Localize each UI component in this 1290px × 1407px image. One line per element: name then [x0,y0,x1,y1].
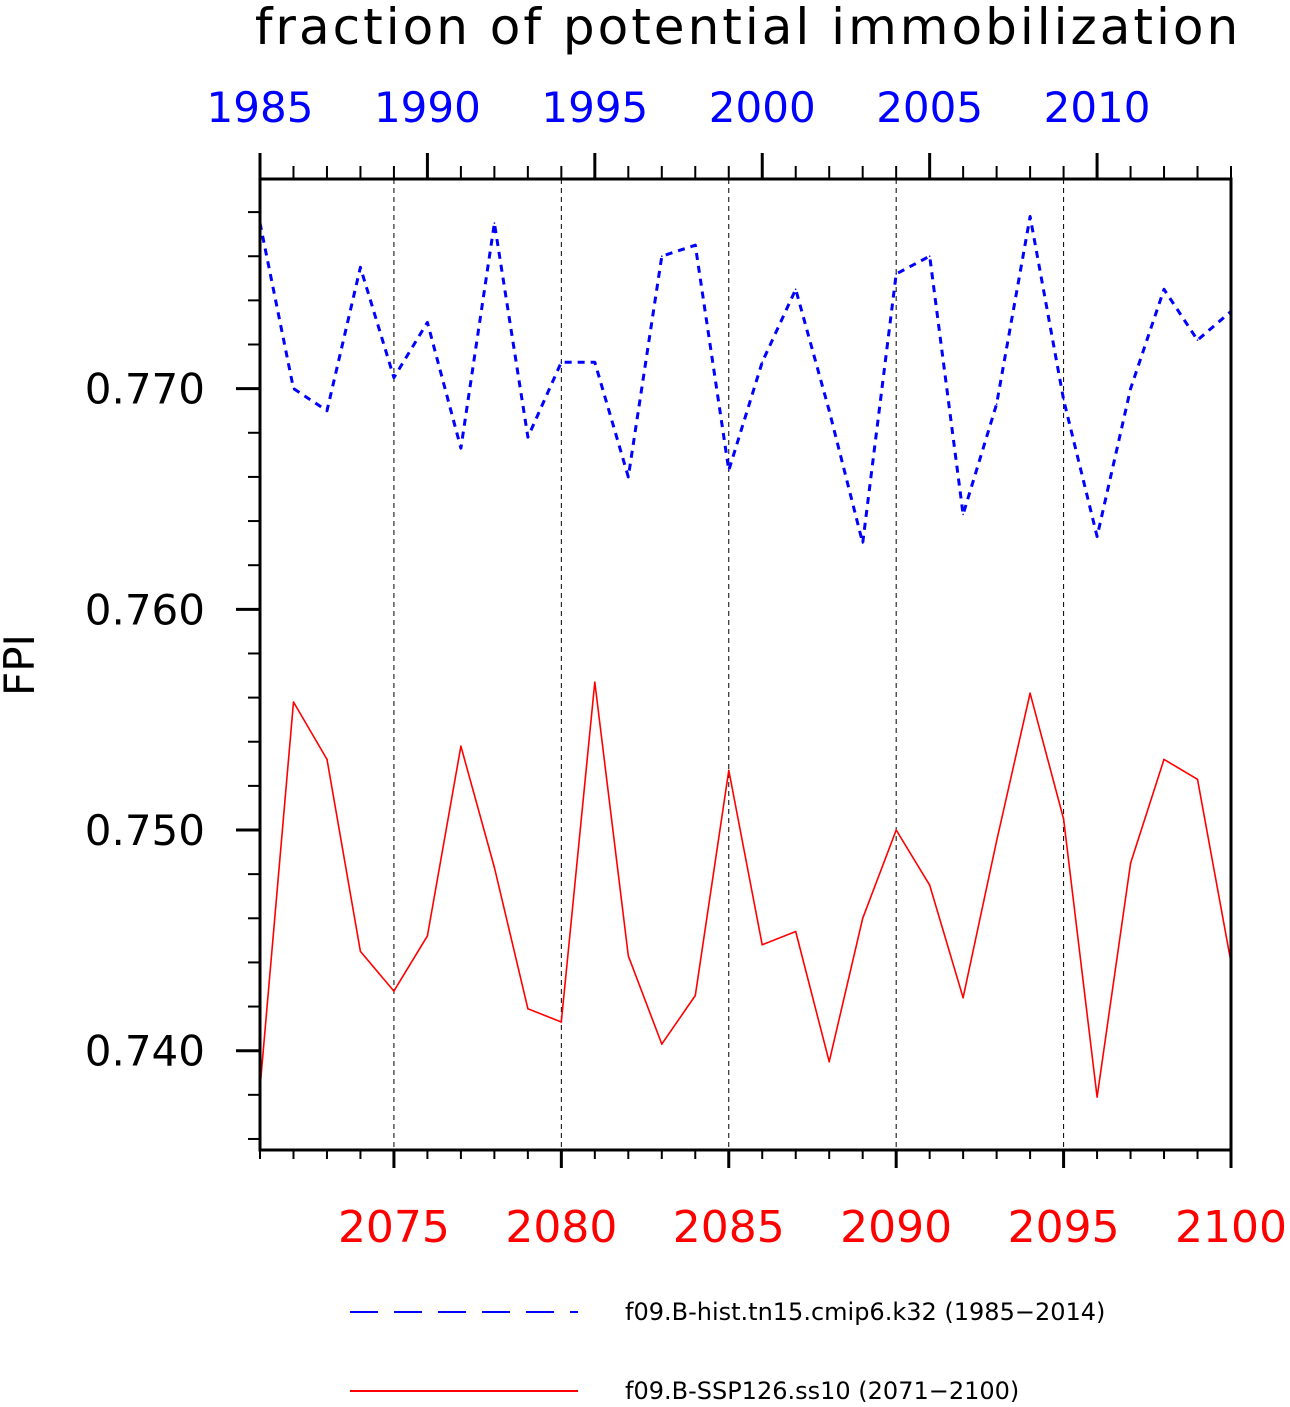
data-point-ssp126-2081 [594,681,596,683]
vertical-gridlines [393,179,1065,1150]
data-point-hist-2008 [1029,215,1031,218]
data-point-ssp126-2074 [359,950,362,953]
data-point-ssp126-2087 [794,930,797,933]
data-point-hist-2001 [794,288,797,291]
data-point-ssp126-2097 [1129,862,1132,864]
data-point-ssp126-2084 [694,994,697,997]
bottom-x-tick-label: 2100 [1175,1202,1287,1253]
data-point-ssp126-2088 [828,1060,830,1063]
data-point-ssp126-2073 [326,758,328,761]
data-point-hist-1986 [292,387,295,390]
top-x-tick-label: 2000 [709,83,816,132]
data-point-ssp126-2090 [895,829,897,831]
data-point-ssp126-2076 [426,935,429,937]
data-point-hist-1999 [728,469,730,472]
top-x-tick-label: 1995 [541,83,648,132]
y-tick-label: 0.750 [85,806,205,855]
data-point-ssp126-2078 [493,866,496,869]
data-point-hist-2000 [761,361,763,364]
data-point-ssp126-2082 [627,955,630,957]
data-point-hist-2002 [828,409,830,412]
legend-label-ssp126: f09.B-SSP126.ss10 (2071−2100) [625,1377,1019,1405]
data-point-ssp126-2086 [761,944,763,946]
data-point-hist-1994 [560,361,563,364]
data-point-hist-1991 [460,447,462,450]
y-tick-label: 0.770 [85,365,205,414]
data-point-hist-1993 [527,436,529,439]
data-point-hist-2009 [1062,398,1065,401]
data-point-ssp126-2077 [460,745,462,747]
data-point-ssp126-2098 [1163,758,1165,761]
data-point-ssp126-2092 [962,996,964,999]
data-point-hist-1998 [694,244,697,246]
axis-ticks [236,153,1233,1168]
data-point-ssp126-2093 [995,840,998,842]
data-point-ssp126-2099 [1196,778,1199,781]
data-point-hist-1988 [359,266,362,269]
data-point-ssp126-2091 [928,884,931,886]
data-point-hist-2010 [1096,535,1098,538]
series-line-hist [258,215,1232,545]
data-point-hist-2003 [861,542,864,544]
data-point-hist-2013 [1196,339,1199,341]
data-point-ssp126-2094 [1029,692,1031,694]
legend: f09.B-hist.tn15.cmip6.k32 (1985−2014) f0… [350,1298,1105,1405]
data-point-hist-2005 [928,255,931,257]
top-x-tick-label: 2010 [1044,83,1151,132]
data-point-ssp126-2096 [1096,1096,1098,1098]
y-tick-label: 0.740 [85,1027,205,1076]
data-point-ssp126-2075 [393,990,395,992]
data-point-hist-1989 [393,376,395,379]
data-point-hist-1987 [326,409,328,412]
data-point-hist-1997 [661,255,663,257]
data-point-hist-2011 [1129,387,1132,390]
legend-label-hist: f09.B-hist.tn15.cmip6.k32 (1985−2014) [625,1298,1105,1326]
data-point-ssp126-2089 [861,917,864,920]
data-point-ssp126-2080 [560,1021,563,1023]
y-tick-label: 0.760 [85,585,205,634]
plot-frame [258,177,1233,1152]
data-point-hist-2012 [1163,288,1165,291]
data-point-hist-2006 [962,513,964,516]
data-point-hist-2007 [995,403,998,405]
axis-tick-labels: 0.740 0.750 0.760 0.770 1985 1990 1995 2000 2005… [85,83,1287,1253]
data-point-hist-1996 [627,476,630,478]
top-x-tick-label: 1990 [374,83,481,132]
top-x-tick-label: 1985 [207,83,314,132]
bottom-x-tick-label: 2075 [338,1202,450,1253]
bottom-x-tick-label: 2080 [505,1202,617,1253]
data-point-hist-2004 [895,273,897,275]
data-point-hist-1995 [594,361,596,364]
bottom-x-tick-label: 2095 [1008,1202,1120,1253]
data-point-ssp126-2095 [1062,818,1065,820]
data-point-hist-1990 [426,321,429,324]
data-point-ssp126-2079 [527,1008,529,1010]
plot-area [258,215,1232,1098]
bottom-x-tick-label: 2085 [673,1202,785,1253]
series-line-ssp126 [259,681,1232,1098]
data-point-ssp126-2072 [292,701,295,703]
y-axis-label: FPI [0,634,44,696]
data-point-ssp126-2083 [661,1043,663,1045]
data-point-hist-1992 [493,222,496,224]
chart-title: fraction of potential immobilization [255,0,1241,56]
top-x-tick-label: 2005 [876,83,983,132]
bottom-x-tick-label: 2090 [840,1202,952,1253]
data-point-ssp126-2085 [728,769,730,772]
